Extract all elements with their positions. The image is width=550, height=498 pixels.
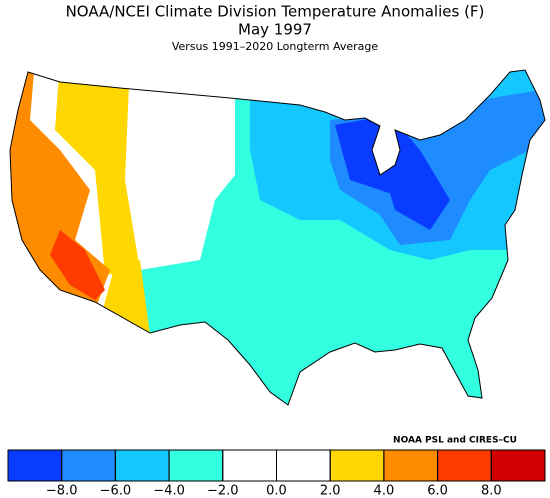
region-yellow (55, 70, 140, 275)
colorbar-tick-label: 8.0 (481, 484, 502, 498)
subtitle: Versus 1991–2020 Longterm Average (172, 40, 379, 53)
colorbar-box (114, 449, 170, 482)
region-red (50, 230, 105, 300)
colorbar-tick-label: −8.0 (46, 484, 78, 498)
colorbar-box (437, 449, 492, 482)
credit: NOAA PSL and CIRES–CU (393, 436, 517, 446)
colorbar-box (329, 449, 385, 482)
date: May 1997 (238, 21, 312, 39)
title: NOAA/NCEI Climate Division Temperature A… (66, 3, 485, 21)
colorbar-box (7, 449, 63, 482)
colorbar-box (490, 449, 546, 482)
colorbar-tick-label: −6.0 (100, 484, 132, 498)
colorbar-tick-label: 6.0 (427, 484, 448, 498)
region-orange (10, 70, 110, 310)
region-darkblue-2 (380, 150, 450, 230)
climate-map (10, 70, 545, 405)
colorbar-tick-label: 2.0 (320, 484, 341, 498)
colorbar-box (383, 449, 439, 482)
colorbar-box (222, 449, 278, 482)
colorbar-tick-label: −4.0 (153, 484, 185, 498)
colorbar-tick-label: 0.0 (266, 484, 287, 498)
colorbar-tick-label: 4.0 (374, 484, 395, 498)
colorbar: −8.0 −6.0 −4.0 −2.0 0.0 2.0 4.0 6.0 8.0 (7, 449, 546, 498)
colorbar-box (276, 449, 331, 482)
colorbar-box (61, 449, 116, 482)
colorbar-box (168, 449, 224, 482)
colorbar-tick-label: −2.0 (207, 484, 239, 498)
